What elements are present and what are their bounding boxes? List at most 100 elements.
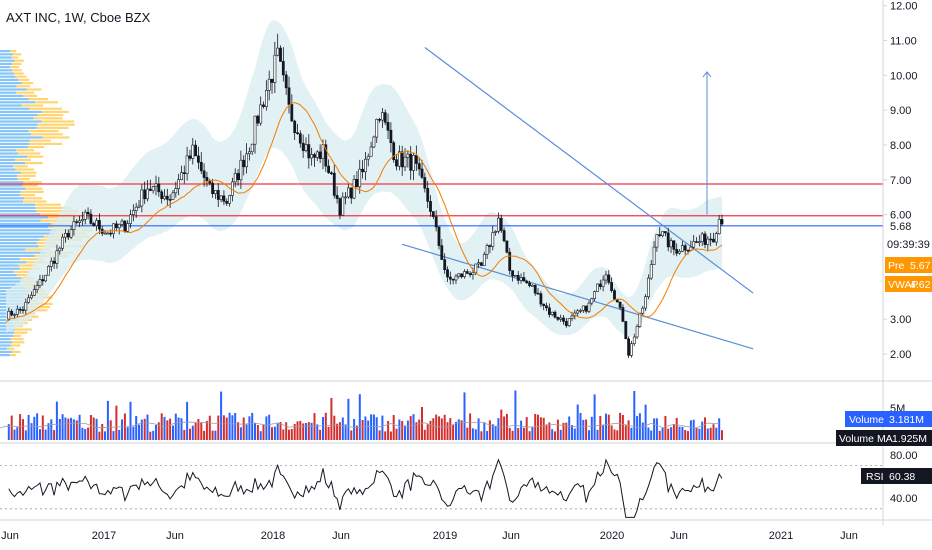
- volume-bar: [225, 417, 228, 440]
- volume-bar: [593, 394, 596, 440]
- candle-body: [714, 233, 718, 243]
- candle-body: [434, 216, 438, 228]
- profile-bar-up: [0, 200, 24, 203]
- candle-body: [253, 115, 257, 145]
- x-tick-label: Jun: [332, 530, 350, 542]
- profile-bar-down: [10, 50, 17, 53]
- volume-bar: [22, 419, 24, 440]
- volume-bar: [39, 429, 41, 440]
- profile-bar-up: [0, 152, 19, 155]
- profile-bar-down: [11, 56, 19, 59]
- profile-bar-down: [6, 347, 15, 350]
- volume-bar: [322, 417, 324, 440]
- volume-bar: [248, 416, 251, 440]
- volume-bar: [681, 427, 684, 440]
- candle-body: [72, 221, 76, 230]
- profile-bar-down: [15, 91, 35, 94]
- volume-bar: [305, 423, 307, 440]
- candle-body: [15, 308, 19, 315]
- candle-body: [165, 195, 169, 200]
- candle-body: [454, 275, 458, 281]
- volume-bar: [471, 428, 474, 440]
- candle-body: [522, 277, 526, 282]
- profile-bar-up: [0, 219, 41, 222]
- profile-bar-up: [0, 347, 7, 350]
- candle-body: [160, 191, 164, 200]
- candle-body: [567, 318, 571, 326]
- volume-bar: [319, 429, 322, 440]
- candle-body: [576, 310, 580, 314]
- profile-bar-up: [0, 165, 14, 168]
- profile-bar-down: [28, 130, 59, 133]
- candle-body: [479, 262, 483, 266]
- volume-bar: [551, 429, 554, 440]
- volume-bar: [621, 415, 624, 440]
- profile-bar-up: [0, 222, 51, 225]
- profile-bar-up: [0, 206, 36, 209]
- volume-bar: [364, 416, 367, 440]
- profile-bar-down: [33, 117, 63, 120]
- volume-bar: [174, 413, 177, 440]
- x-tick-label: 2020: [600, 530, 624, 542]
- candle-body: [157, 183, 161, 193]
- candle-body: [584, 305, 588, 312]
- candlesticks: [7, 33, 724, 359]
- volume-bar: [460, 420, 463, 440]
- candle-body: [420, 168, 424, 178]
- volume-bar: [602, 425, 605, 440]
- candle-body: [134, 206, 138, 211]
- volume-bar: [670, 427, 673, 440]
- profile-bar-down: [14, 331, 28, 334]
- profile-bar-down: [22, 184, 38, 187]
- profile-bar-up: [0, 274, 17, 277]
- candle-body: [355, 179, 359, 188]
- profile-bar-up: [0, 59, 15, 62]
- y-tick-label: 9.00: [890, 105, 911, 117]
- volume-bar: [104, 431, 106, 440]
- volume-bar: [333, 415, 336, 440]
- profile-bar-up: [0, 181, 24, 184]
- candle-body: [516, 274, 520, 281]
- profile-bar-up: [0, 171, 21, 174]
- volume-bar: [387, 421, 390, 440]
- volume-bar: [409, 416, 412, 440]
- candle-body: [663, 231, 667, 234]
- candle-body: [542, 303, 546, 307]
- volume-bar: [27, 414, 30, 440]
- candle-body: [409, 153, 413, 171]
- profile-bar-up: [0, 104, 22, 107]
- candle-body: [414, 155, 418, 164]
- candle-body: [49, 260, 53, 267]
- profile-bar-up: [0, 174, 17, 177]
- profile-bar-up: [0, 264, 19, 267]
- volume-bar: [588, 430, 590, 440]
- y-tick-label: 11.00: [890, 36, 917, 48]
- profile-bar-down: [29, 142, 62, 145]
- candle-body: [180, 172, 183, 181]
- profile-bar-up: [0, 338, 11, 341]
- candle-body: [624, 321, 628, 340]
- volume-bar: [101, 424, 104, 440]
- profile-bar-down: [28, 146, 45, 149]
- x-tick-label: 2021: [769, 530, 793, 542]
- volume-bar: [13, 429, 16, 440]
- candle-body: [281, 61, 285, 76]
- profile-bar-down: [11, 69, 22, 72]
- profile-bar-up: [0, 78, 19, 81]
- profile-bar-down: [16, 85, 30, 88]
- volume-bar: [508, 427, 511, 440]
- candle-body: [103, 232, 107, 235]
- profile-bar-down: [14, 328, 32, 331]
- profile-bar-down: [10, 344, 21, 347]
- candle-body: [652, 246, 656, 265]
- volume-bar: [129, 401, 132, 440]
- candle-body: [593, 291, 597, 299]
- profile-bar-down: [13, 165, 28, 168]
- profile-bar-down: [15, 75, 27, 78]
- volume-bar: [50, 419, 53, 440]
- candle-body: [465, 271, 469, 274]
- volume-bar: [695, 428, 698, 440]
- volume-bar: [511, 430, 514, 440]
